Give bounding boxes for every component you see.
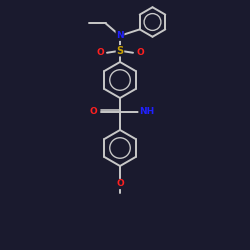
Text: O: O: [136, 48, 144, 57]
Text: O: O: [96, 48, 104, 57]
Text: O: O: [116, 180, 124, 188]
Text: N: N: [116, 31, 124, 40]
Text: NH: NH: [139, 107, 154, 116]
Text: S: S: [116, 46, 123, 56]
Text: O: O: [90, 107, 98, 116]
